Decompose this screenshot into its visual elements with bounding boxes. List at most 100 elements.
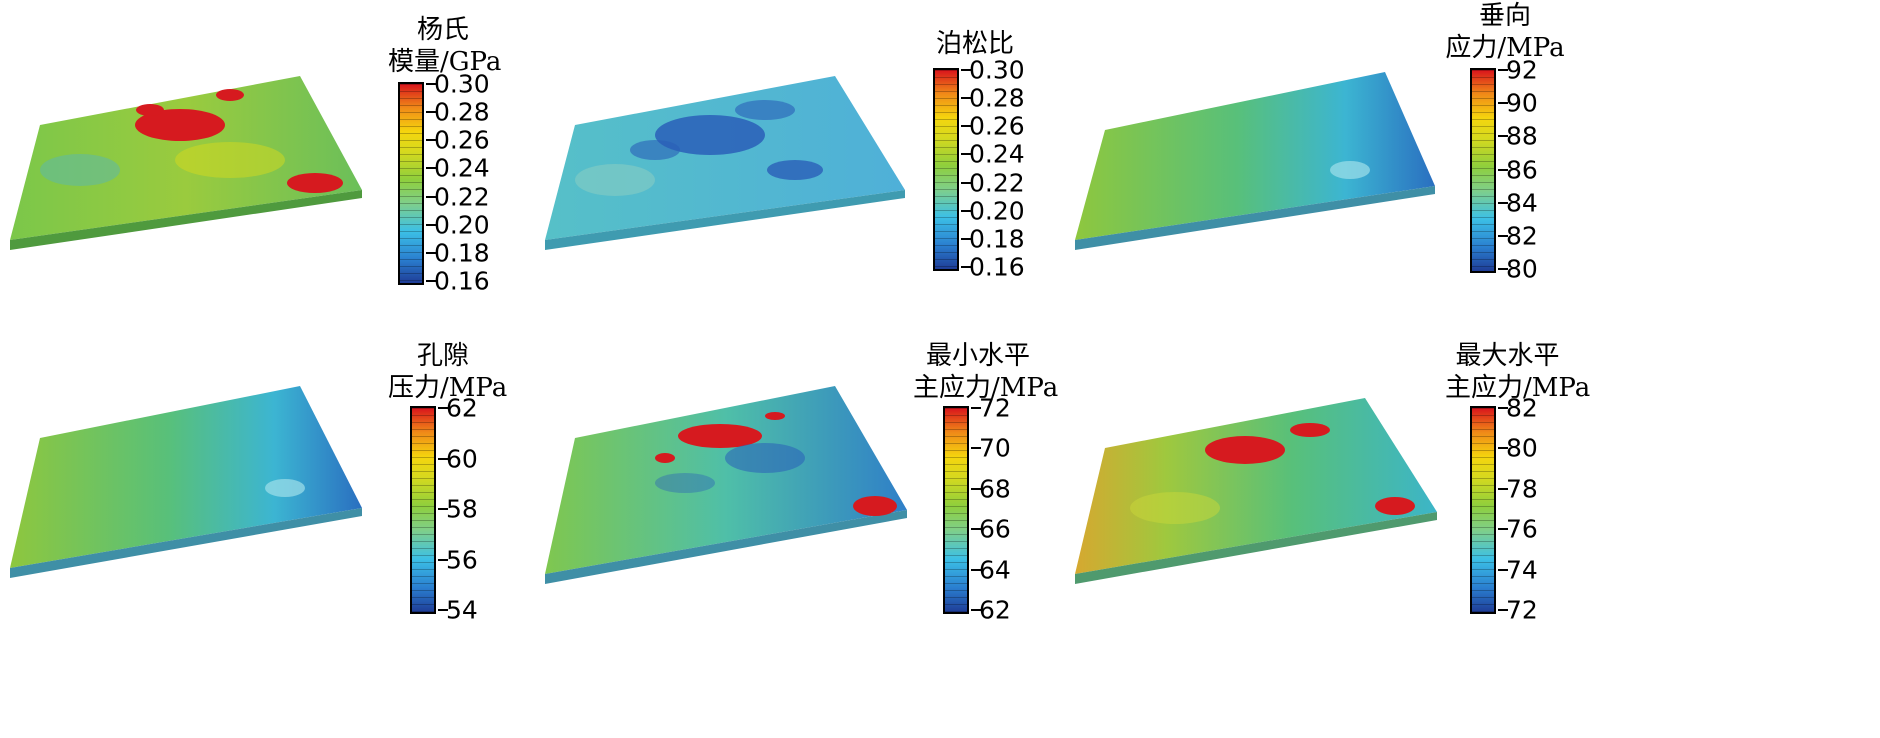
panel-pore-pressure: 孔隙 压力/MPa 62 60 58 56 54 (0, 338, 600, 698)
colorbar-band (412, 527, 436, 528)
colorbar-tick-label: 92 (1506, 58, 1538, 83)
colorbar-tick-label: 88 (1506, 124, 1538, 149)
colorbar-band (1472, 140, 1496, 141)
colorbar-band (412, 485, 436, 486)
colorbar-band (945, 464, 969, 465)
colorbar-band (935, 238, 959, 239)
poisson-ratio-slab (535, 0, 915, 260)
colorbar-band (1472, 527, 1496, 528)
colorbar-band (400, 112, 424, 113)
colorbar-band (412, 590, 436, 591)
colorbar-band (1472, 231, 1496, 232)
colorbar-band (935, 133, 959, 134)
colorbar-band (1472, 478, 1496, 479)
vertical-stress-slab (1065, 0, 1445, 260)
colorbar-band (400, 210, 424, 211)
colorbar-tick-label: 0.22 (434, 184, 490, 209)
colorbar-band (1472, 415, 1496, 416)
colorbar-band (1472, 534, 1496, 535)
colorbar-band (400, 259, 424, 260)
colorbar-band (1472, 541, 1496, 542)
colorbar-band (412, 492, 436, 493)
colorbar-band (1472, 210, 1496, 211)
colorbar-band (935, 119, 959, 120)
colorbar-band (945, 471, 969, 472)
colorbar-band (1472, 112, 1496, 113)
colorbar-band (400, 182, 424, 183)
colorbar-band (412, 548, 436, 549)
colorbar-band (1472, 126, 1496, 127)
panel-min-horizontal-stress: 最小水平 主应力/MPa 72 70 68 66 64 62 (535, 338, 1135, 698)
colorbar-band (935, 210, 959, 211)
colorbar-band (1472, 569, 1496, 570)
colorbar-band (1472, 513, 1496, 514)
panel-poisson-ratio: 泊松比 0.30 0.28 0.26 0.24 0.22 0.20 0.18 0.16 (535, 0, 1135, 360)
colorbar-band (935, 70, 959, 71)
colorbar-band (400, 175, 424, 176)
colorbar-band (945, 429, 969, 430)
colorbar-tick-label: 72 (979, 396, 1011, 421)
colorbar-band (1472, 457, 1496, 458)
colorbar-band (1472, 161, 1496, 162)
colorbar-band (935, 224, 959, 225)
colorbar-band (412, 415, 436, 416)
colorbar-band (945, 422, 969, 423)
colorbar-band (935, 126, 959, 127)
colorbar-tick-label: 0.26 (434, 128, 490, 153)
colorbar-band (412, 499, 436, 500)
colorbar-band (945, 443, 969, 444)
colorbar-band (400, 133, 424, 134)
colorbar-band (1472, 499, 1496, 500)
colorbar-band (945, 611, 969, 612)
colorbar-band (400, 105, 424, 106)
colorbar-band (400, 119, 424, 120)
colorbar-tick-label: 0.28 (434, 100, 490, 125)
colorbar-band (945, 436, 969, 437)
colorbar: 0.30 0.28 0.26 0.24 0.22 0.20 0.18 0.16 (398, 82, 424, 285)
colorbar-band (945, 506, 969, 507)
colorbar-band (1472, 436, 1496, 437)
colorbar-band (412, 562, 436, 563)
colorbar-band (400, 168, 424, 169)
colorbar-band (400, 245, 424, 246)
colorbar-band (945, 597, 969, 598)
colorbar-tick-label: 0.28 (969, 86, 1025, 111)
colorbar-tick-label: 0.30 (434, 72, 490, 97)
colorbar-band (945, 478, 969, 479)
colorbar-band (412, 443, 436, 444)
colorbar-band (1472, 238, 1496, 239)
colorbar-tick-label: 64 (979, 557, 1011, 582)
colorbar: 62 60 58 56 54 (410, 406, 436, 614)
colorbar-band (1472, 443, 1496, 444)
colorbar-band (400, 252, 424, 253)
colorbar-band (400, 231, 424, 232)
colorbar: 92 90 88 86 84 82 80 (1470, 68, 1496, 273)
colorbar-band (935, 245, 959, 246)
colorbar-tick-label: 0.24 (434, 156, 490, 181)
colorbar-band (1472, 464, 1496, 465)
colorbar-band (400, 196, 424, 197)
colorbar-band (935, 217, 959, 218)
colorbar-band (935, 252, 959, 253)
colorbar-tick-label: 70 (979, 436, 1011, 461)
colorbar-band (1472, 147, 1496, 148)
colorbar-band (945, 541, 969, 542)
colorbar-band (1472, 105, 1496, 106)
colorbar-band (945, 548, 969, 549)
colorbar-band (1472, 217, 1496, 218)
colorbar-band (1472, 77, 1496, 78)
colorbar-band (935, 259, 959, 260)
colorbar-band (400, 189, 424, 190)
colorbar-tick-label: 0.30 (969, 58, 1025, 83)
colorbar-band (400, 224, 424, 225)
panel-youngs-modulus: 杨氏 模量/GPa 0.30 0.28 0.26 0.24 0.22 0.20 0.18 0.… (0, 0, 600, 360)
min-horizontal-stress-slab (535, 338, 915, 598)
colorbar-tick-label: 90 (1506, 91, 1538, 116)
max-horizontal-stress-slab (1065, 338, 1445, 598)
colorbar-band (412, 555, 436, 556)
colorbar-tick-label: 58 (446, 497, 478, 522)
colorbar-band (1472, 548, 1496, 549)
colorbar-tick-label: 0.18 (434, 240, 490, 265)
colorbar-band (935, 154, 959, 155)
colorbar-band (412, 471, 436, 472)
